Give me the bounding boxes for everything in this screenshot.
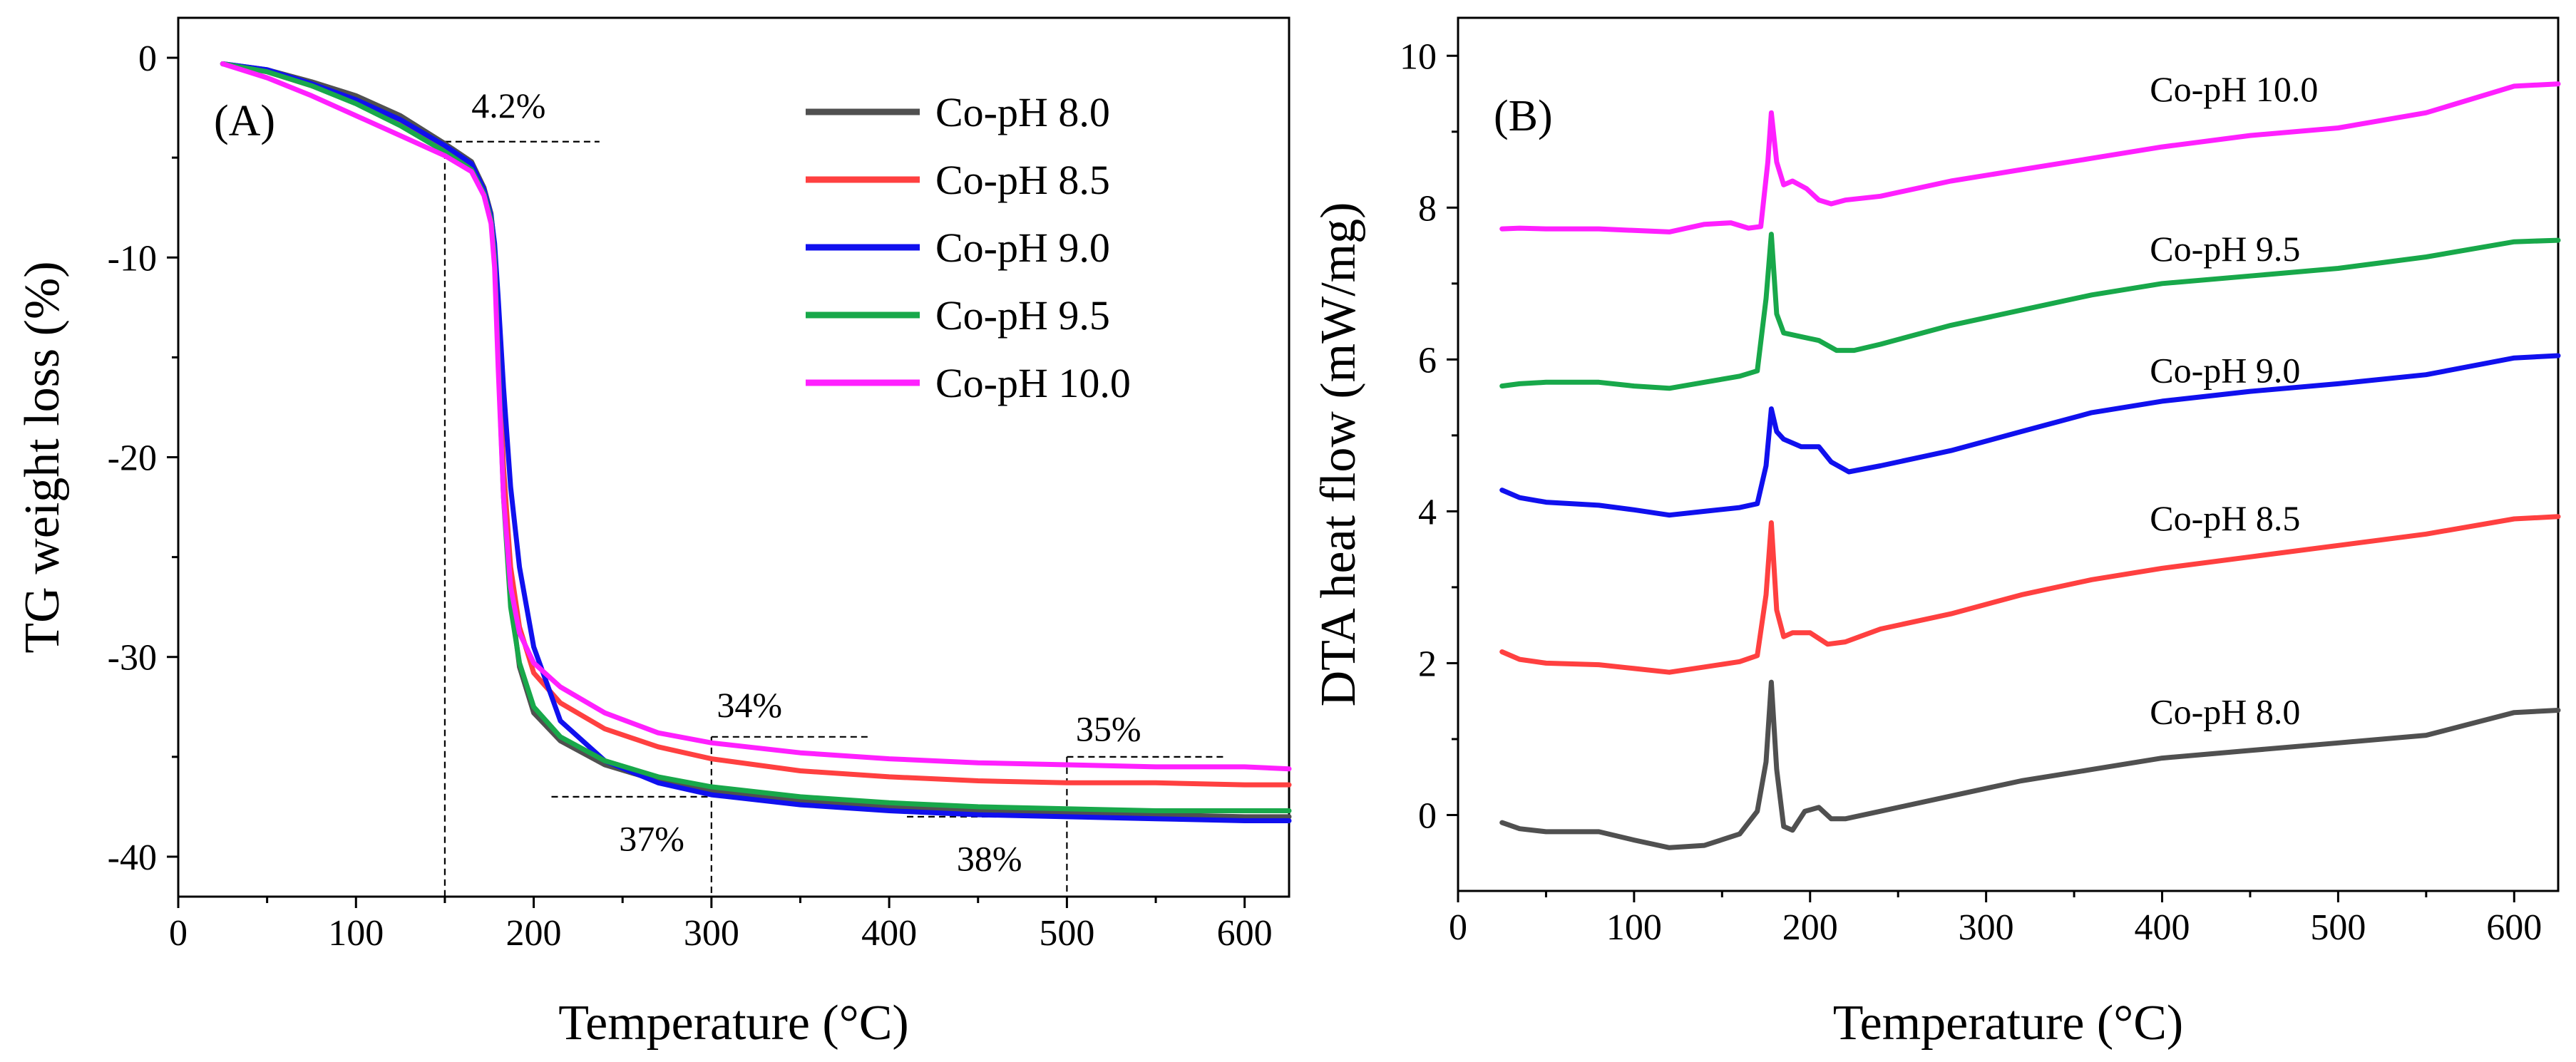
series-line-a-co-ph-8-5 <box>220 61 1292 788</box>
x-tick-label-b: 500 <box>2310 907 2366 948</box>
series-label-b: Co-pH 10.0 <box>2150 69 2318 109</box>
panel-b-dta-chart: 0 100 200 300 400 500 600 0 2 4 6 8 10 Temperature (°… <box>1311 16 2561 1051</box>
x-tick-label-b: 0 <box>1449 907 1467 948</box>
legend-label: Co-pH 9.0 <box>935 225 1110 271</box>
series-line-a-co-ph-9-5 <box>220 61 1292 813</box>
series-label-b: Co-pH 8.0 <box>2150 692 2300 732</box>
y-tick-label-b: 0 <box>1418 795 1437 836</box>
y-axis-title-a: TG weight loss (%) <box>15 261 70 653</box>
y-tick-label-a: -40 <box>108 837 157 878</box>
annotation-a: 34% <box>717 685 782 725</box>
x-tick-label-a: 200 <box>506 913 562 954</box>
y-tick-label-a: -10 <box>108 238 157 279</box>
y-tick-label-b: 2 <box>1418 644 1437 684</box>
y-tick-label-b: 6 <box>1418 340 1437 381</box>
series-line-b-co-ph-10-0 <box>1499 81 2561 234</box>
legend-label: Co-pH 9.5 <box>935 292 1110 339</box>
series-label-b: Co-pH 8.5 <box>2150 498 2300 538</box>
x-tick-label-b: 600 <box>2486 907 2542 948</box>
series-label-b: Co-pH 9.5 <box>2150 229 2300 269</box>
x-axis-title-a: Temperature (°C) <box>558 996 908 1051</box>
series-label-b: Co-pH 9.0 <box>2150 350 2300 390</box>
series-line-b-co-ph-8-0 <box>1499 679 2561 850</box>
x-tick-label-a: 300 <box>684 913 739 954</box>
annotation-a: 35% <box>1076 708 1141 748</box>
x-tick-label-a: 100 <box>328 913 384 954</box>
x-tick-label-a: 400 <box>861 913 917 954</box>
y-tick-label-a: 0 <box>138 38 157 79</box>
annotation-a: 38% <box>957 839 1022 879</box>
legend: Co-pH 8.0 Co-pH 8.5 Co-pH 9.0 Co-pH 9.5 Co-p… <box>806 89 1131 406</box>
legend-label: Co-pH 8.5 <box>935 157 1110 203</box>
y-tick-label-b: 8 <box>1418 188 1437 229</box>
y-tick-label-b: 4 <box>1418 492 1437 532</box>
x-tick-label-a: 500 <box>1039 913 1094 954</box>
x-tick-label-b: 200 <box>1782 907 1838 948</box>
x-tick-label-a: 0 <box>169 913 188 954</box>
series-line-b-co-ph-9-0 <box>1499 353 2561 518</box>
x-tick-label-a: 600 <box>1217 913 1273 954</box>
legend-label: Co-pH 10.0 <box>935 360 1131 406</box>
x-tick-label-b: 100 <box>1606 907 1662 948</box>
series-line-a-co-ph-9-0 <box>220 61 1292 823</box>
series-line-b-co-ph-9-5 <box>1499 232 2561 391</box>
panel-a-tg-chart: 0 100 200 300 400 500 600 0 -10 -20 -30 -40 Temperat… <box>15 16 1292 1051</box>
legend-label: Co-pH 8.0 <box>935 89 1110 135</box>
y-tick-label-a: -30 <box>108 638 157 679</box>
series-line-b-co-ph-8-5 <box>1499 514 2561 675</box>
plot-frame-b <box>1457 16 2560 892</box>
y-tick-label-b: 10 <box>1400 36 1437 77</box>
annotation-a: 4.2% <box>471 86 545 125</box>
x-tick-label-b: 400 <box>2135 907 2190 948</box>
series-line-a-co-ph-10-0 <box>220 61 1292 772</box>
panel-label-b: (B) <box>1494 92 1553 140</box>
panel-label-a: (A) <box>214 97 275 145</box>
annotation-a: 37% <box>619 819 684 859</box>
x-tick-label-b: 300 <box>1959 907 2014 948</box>
x-axis-title-b: Temperature (°C) <box>1833 996 2183 1051</box>
y-tick-label-a: -20 <box>108 438 157 479</box>
y-axis-title-b: DTA heat flow (mW/mg) <box>1311 202 1366 707</box>
